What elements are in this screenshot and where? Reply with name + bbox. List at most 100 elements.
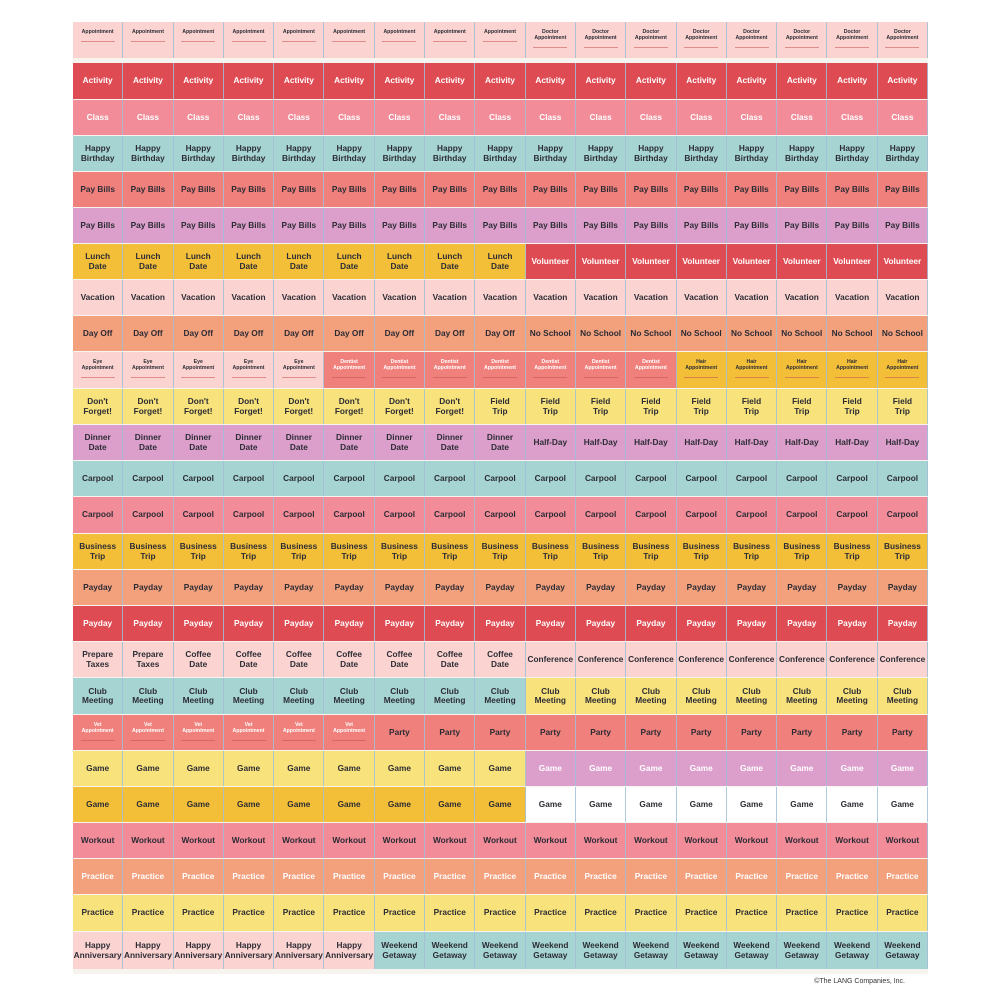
sticker: Half-Day <box>877 425 929 460</box>
sticker-label: Anniversary <box>274 949 323 960</box>
sticker-label: Business <box>79 541 117 552</box>
sticker-label: Birthday <box>80 152 115 163</box>
sticker: Don't Forget! <box>223 389 275 424</box>
sticker: Happy Anniversary <box>274 932 325 969</box>
sticker: Appointment <box>73 22 124 58</box>
sticker-label: Appointment <box>182 727 215 734</box>
sticker: Carpool <box>173 461 224 496</box>
sticker-label: Business <box>179 541 217 552</box>
sticker-label: Happy <box>789 143 815 154</box>
sticker-write-line <box>231 739 266 741</box>
sticker-label: Hair <box>696 359 707 365</box>
sticker: Party <box>575 715 627 750</box>
sticker: Payday <box>525 570 576 605</box>
sticker-label: Business <box>481 541 519 552</box>
sticker-label: Practice <box>634 907 668 918</box>
sticker-label: Trip <box>442 550 458 561</box>
sticker: Game <box>726 787 778 822</box>
sticker-label: Workout <box>80 834 115 845</box>
sticker: Business Trip <box>877 534 929 569</box>
sticker-label: Date <box>189 441 208 452</box>
sticker: No School <box>877 316 929 351</box>
sticker: Lunch Date <box>425 244 476 279</box>
sticker-label: Dinner <box>486 432 514 443</box>
sticker: Business Trip <box>425 534 476 569</box>
sticker: Party <box>425 715 476 750</box>
sticker: Doctor Appointment <box>575 22 627 58</box>
sticker-label: Field <box>741 396 762 407</box>
sticker-label: Club <box>591 685 610 696</box>
sticker-label: Carpool <box>584 472 617 483</box>
sticker-label: Trip <box>593 405 609 416</box>
sticker-label: Birthday <box>784 152 819 163</box>
sticker-label: Practice <box>383 907 416 918</box>
sticker: Carpool <box>525 497 576 533</box>
sticker-label: Getaway <box>583 949 618 960</box>
sticker: Game <box>425 751 476 786</box>
sticker-label: Carpool <box>182 472 214 483</box>
sticker: Vacation <box>425 280 476 315</box>
sticker-label: Practice <box>835 870 869 881</box>
sticker: Weekend Getaway <box>827 932 878 969</box>
sticker-label: Party <box>791 726 813 737</box>
sticker-label: Dentist <box>491 359 509 365</box>
sticker: Happy Birthday <box>374 136 426 171</box>
sticker-label: Meeting <box>534 695 566 705</box>
sticker-label: Pay Bills <box>633 219 669 230</box>
sticker-label: Weekend <box>683 940 720 951</box>
sticker-label: Payday <box>586 581 616 592</box>
sticker-label: Pay Bills <box>533 183 568 194</box>
sticker-label: Pay Bills <box>231 219 266 230</box>
sticker-label: Vet <box>194 722 203 728</box>
sticker-label: Club <box>138 685 158 696</box>
sticker-label: Workout <box>332 834 366 845</box>
sticker: Game <box>173 751 224 786</box>
sticker: Workout <box>123 823 174 858</box>
sticker: Conference <box>827 642 878 677</box>
sticker-label: Date <box>491 441 510 452</box>
sticker-label: Practice <box>483 870 517 881</box>
sticker: Carpool <box>123 461 174 496</box>
sticker-label: Class <box>841 111 864 122</box>
sticker-label: Class <box>488 111 512 122</box>
sticker-write-line <box>583 46 618 48</box>
sticker: Half-Day <box>827 425 878 460</box>
sticker: Lunch Date <box>173 244 224 279</box>
sticker: Class <box>123 100 174 135</box>
sticker-label: Appointment <box>282 364 315 371</box>
sticker: Doctor Appointment <box>676 22 727 58</box>
sticker: Pay Bills <box>274 208 325 243</box>
sticker: Payday <box>575 570 627 605</box>
sticker-label: Birthday <box>835 152 869 163</box>
sticker-row: Payday Payday Payday Payday Payday Payday Payd… <box>73 606 929 641</box>
sticker-label: Appointment <box>182 364 215 371</box>
sticker: Dinner Date <box>123 425 174 460</box>
sticker-label: Game <box>739 798 764 809</box>
sticker: Day Off <box>274 316 325 351</box>
sticker-label: Don't <box>338 396 360 407</box>
sticker-label: Pay Bills <box>382 219 417 230</box>
sticker-label: Happy <box>688 143 714 154</box>
sticker: Pay Bills <box>425 208 476 243</box>
sticker-label: Game <box>186 798 210 809</box>
sticker-label: Meeting <box>635 695 667 705</box>
sticker-label: Pay Bills <box>734 219 769 230</box>
sticker: Game <box>123 751 174 786</box>
sticker: Day Off <box>73 316 124 351</box>
sticker-label: Appointment <box>534 34 567 41</box>
sticker-label: Dinner <box>134 432 162 443</box>
sticker: Vacation <box>626 280 677 315</box>
sticker: Game <box>877 751 929 786</box>
sticker-write-line <box>835 46 870 48</box>
sticker: Game <box>123 787 174 822</box>
sticker-label: Class <box>790 111 813 122</box>
sticker-label: Class <box>287 111 310 122</box>
sticker: Field Trip <box>626 389 677 424</box>
sticker: Dinner Date <box>274 425 325 460</box>
sticker: Volunteer <box>626 244 677 279</box>
sticker-label: Payday <box>234 581 264 592</box>
sticker: Club Meeting <box>223 678 275 714</box>
sticker-write-line <box>181 40 216 42</box>
sticker-label: Vacation <box>80 291 115 302</box>
sticker-write-line <box>382 376 417 378</box>
